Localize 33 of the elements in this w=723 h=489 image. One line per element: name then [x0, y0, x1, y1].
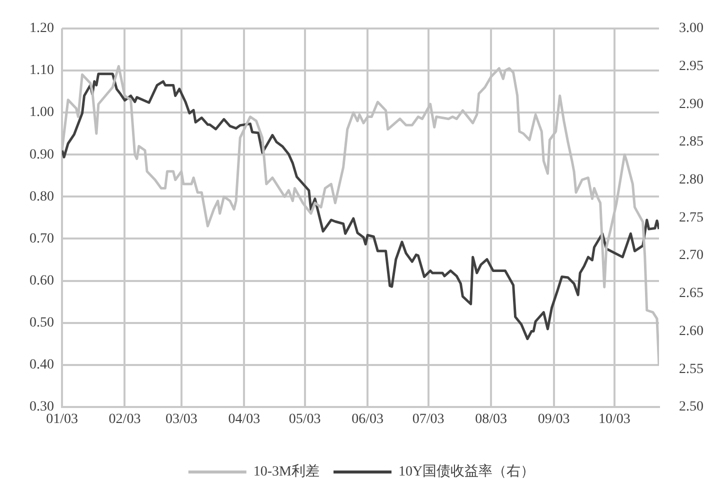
x-tick-label: 08/03: [475, 412, 507, 428]
x-tick-label: 05/03: [288, 412, 321, 428]
y2-tick-label: 2.60: [679, 324, 704, 339]
y-tick-label: 0.30: [30, 400, 54, 415]
y-tick-label: 1.00: [30, 105, 54, 120]
legend-label: 10-3M利差: [253, 464, 320, 480]
x-tick-label: 06/03: [352, 412, 384, 428]
y-tick-label: 0.60: [30, 273, 54, 288]
x-tick-label: 07/03: [412, 412, 444, 428]
y2-tick-label: 2.95: [679, 58, 704, 74]
y-tick-label: 0.90: [30, 147, 54, 162]
y-tick-label: 0.70: [30, 231, 54, 246]
y2-tick-label: 2.90: [679, 96, 704, 112]
x-tick-label: 10/03: [598, 412, 630, 428]
x-tick-label: 09/03: [538, 412, 570, 428]
y2-tick-label: 2.50: [679, 400, 704, 415]
y2-tick-label: 2.65: [679, 286, 704, 302]
x-tick-label: 02/03: [108, 412, 141, 428]
y2-tick-label: 2.80: [679, 172, 704, 188]
x-tick-label: 01/03: [46, 412, 78, 428]
legend-label: 10Y国债收益率（右）: [398, 464, 535, 480]
y2-tick-label: 2.55: [679, 362, 704, 377]
y2-tick-label: 2.70: [679, 248, 704, 264]
y2-tick-label: 2.75: [679, 210, 704, 226]
y-tick-label: 1.20: [30, 21, 54, 36]
x-tick-label: 03/03: [165, 412, 198, 428]
y2-tick-label: 3.00: [679, 21, 704, 36]
y2-tick-label: 2.85: [679, 134, 704, 150]
y-tick-label: 1.10: [30, 63, 54, 78]
y-tick-label: 0.50: [30, 316, 54, 331]
x-tick-label: 04/03: [228, 412, 260, 428]
y-tick-label: 0.80: [30, 189, 54, 204]
y-tick-label: 0.40: [30, 358, 54, 373]
